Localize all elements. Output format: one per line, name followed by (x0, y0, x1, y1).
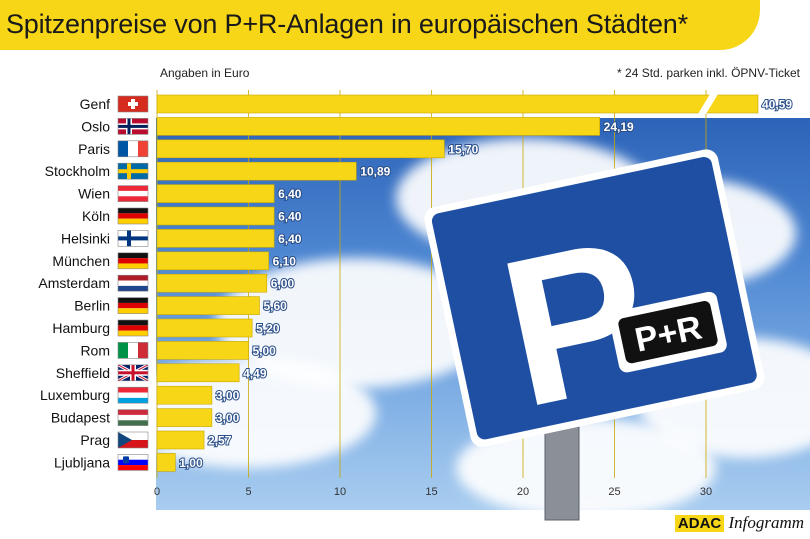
flag-czechia-icon (117, 431, 149, 449)
flag-finland-icon (117, 230, 149, 247)
bar (156, 161, 357, 181)
category-label: Oslo (81, 118, 110, 134)
bar (156, 385, 213, 405)
bar (156, 453, 176, 472)
flag-austria-icon (117, 185, 149, 202)
x-tick-label: 30 (700, 486, 712, 498)
bar (156, 296, 260, 315)
flag-italy-icon (117, 342, 149, 359)
bars: 40,59 24,19 15,70 10,89 6,40 6,40 6,40 6,10 6,00… (156, 94, 793, 472)
flag-france-icon (117, 140, 149, 158)
value-label: 5,00 (253, 344, 277, 358)
chart-title: Spitzenpreise von P+R-Anlagen in europäi… (6, 9, 688, 39)
category-label: Ljubljana (54, 454, 110, 470)
value-label: 3,00 (216, 411, 240, 425)
x-tick-label: 10 (334, 486, 346, 498)
x-tick-label: 20 (517, 486, 529, 498)
flag-luxembourg-icon (117, 386, 149, 404)
bar (156, 251, 269, 271)
flag-germany-icon (117, 297, 149, 314)
x-axis-ticks: 0 5 10 15 20 25 30 (154, 486, 712, 498)
x-tick-label: 25 (608, 486, 620, 498)
category-labels: Genf Oslo Paris Stockholm Wien Köln Helsinki Mü… (38, 96, 110, 470)
title-bar: Spitzenpreise von P+R-Anlagen in europäi… (0, 0, 760, 50)
x-tick-label: 15 (425, 486, 437, 498)
value-label: 40,59 (762, 98, 792, 112)
flag-switzerland-icon (117, 95, 149, 113)
category-label: Stockholm (45, 163, 110, 179)
category-label: Luxemburg (40, 387, 110, 403)
parking-sign-illustration: P P+R (424, 149, 765, 521)
flag-germany-icon (117, 252, 149, 270)
category-label: Rom (80, 342, 110, 358)
bar (156, 273, 268, 293)
value-label: 6,10 (273, 254, 297, 268)
bar (156, 139, 445, 159)
flag-netherlands-icon (117, 274, 149, 292)
value-label: 6,40 (278, 187, 302, 201)
value-label: 5,20 (256, 322, 280, 336)
bar (156, 430, 205, 450)
category-label: Sheffield (56, 365, 110, 381)
category-label: München (52, 253, 110, 269)
bar (156, 206, 275, 226)
category-label: Genf (80, 96, 110, 112)
value-label: 2,57 (208, 434, 232, 448)
x-tick-label: 0 (154, 486, 160, 498)
category-label: Budapest (51, 410, 110, 426)
value-label: 6,40 (278, 232, 302, 246)
infogramm-label: Infogramm (728, 513, 804, 532)
bar (156, 363, 240, 383)
value-label: 4,49 (243, 366, 267, 380)
bar (156, 117, 600, 136)
adac-logo: ADAC (674, 515, 725, 532)
category-label: Wien (78, 186, 110, 202)
value-label: 6,40 (278, 210, 302, 224)
value-label: 15,70 (448, 142, 478, 156)
category-label: Prag (80, 432, 110, 448)
bar (156, 229, 275, 248)
bar (156, 184, 275, 203)
bar (156, 408, 213, 427)
flag-hungary-icon (117, 409, 149, 426)
flag-norway-icon (117, 118, 149, 135)
sign-pole (544, 419, 580, 521)
adac-infogramm-logo: ADAC Infogramm (674, 513, 804, 533)
footnote: * 24 Std. parken inkl. ÖPNV-Ticket (617, 66, 800, 80)
value-label: 6,00 (271, 277, 295, 291)
value-label: 24,19 (604, 120, 634, 134)
category-label: Helsinki (61, 230, 110, 246)
bar (156, 341, 249, 360)
value-label: 5,60 (263, 299, 287, 313)
category-label: Hamburg (52, 320, 110, 336)
x-tick-label: 5 (245, 486, 251, 498)
axis-break-mark (698, 94, 718, 114)
value-label: 1,00 (179, 456, 203, 470)
category-label: Köln (82, 208, 110, 224)
category-label: Paris (78, 141, 110, 157)
category-label: Berlin (74, 298, 110, 314)
value-label: 3,00 (216, 389, 240, 403)
flag-slovenia-icon (117, 454, 149, 471)
category-label: Amsterdam (38, 275, 110, 291)
parking-sign: P P+R (424, 149, 765, 452)
flag-sweden-icon (117, 162, 149, 180)
flag-uk-icon (117, 363, 149, 383)
flag-germany-icon (117, 207, 149, 225)
bar (156, 94, 759, 114)
value-label: 10,89 (360, 165, 390, 179)
unit-note: Angaben in Euro (160, 66, 250, 80)
bar (156, 318, 253, 338)
flag-germany-icon (117, 319, 149, 337)
flags (117, 95, 149, 471)
